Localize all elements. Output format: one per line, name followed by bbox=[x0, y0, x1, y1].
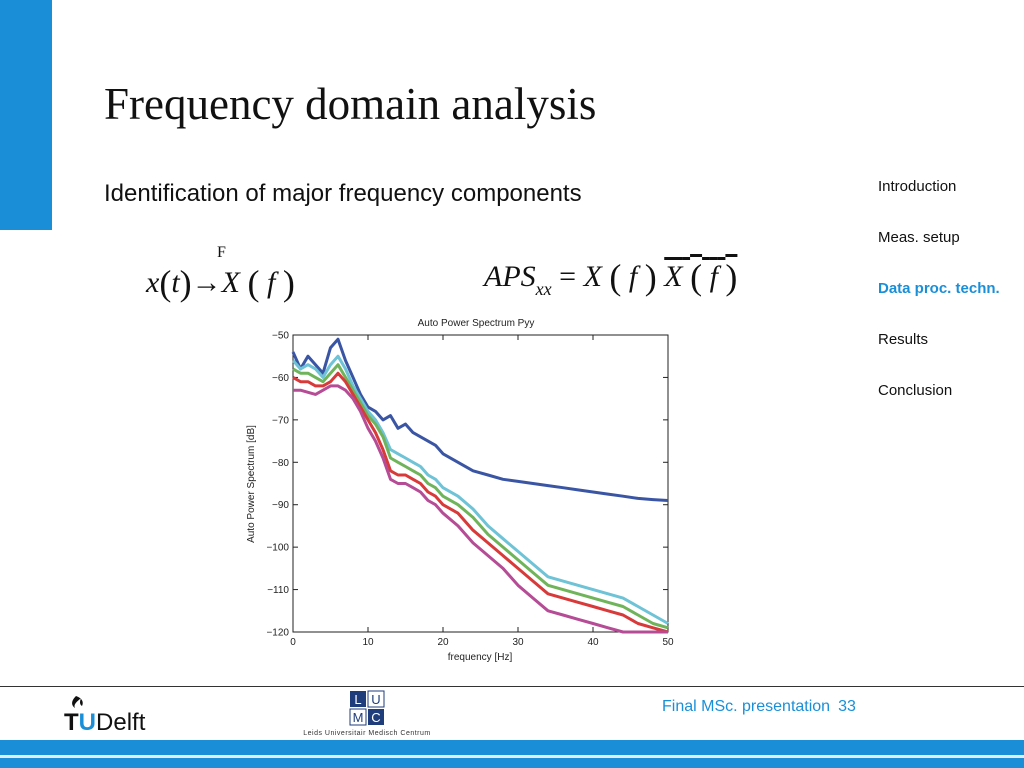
accent-block bbox=[0, 0, 52, 230]
footer-presentation: Final MSc. presentation 33 bbox=[662, 698, 856, 716]
nav-item-conclusion[interactable]: Conclusion bbox=[878, 382, 953, 399]
lumc-caption: Leids Universitair Medisch Centrum bbox=[303, 730, 430, 737]
chart-title: Auto Power Spectrum Pyy bbox=[418, 318, 535, 329]
series-line-2 bbox=[291, 354, 669, 625]
x-axis-label: frequency [Hz] bbox=[448, 652, 513, 663]
lumc-square-u bbox=[367, 690, 385, 708]
y-tick-label: −60 bbox=[272, 373, 289, 384]
eq1-t: t bbox=[171, 266, 180, 299]
y-tick-label: −90 bbox=[272, 500, 289, 511]
eq2-equals: = bbox=[559, 260, 577, 293]
eq2-f2: f bbox=[709, 260, 718, 293]
tudelft-logo-text: TUDelft bbox=[64, 709, 146, 736]
eq2-X2: X bbox=[664, 260, 683, 293]
footer-divider bbox=[0, 686, 1024, 687]
eq2-sub: xx bbox=[535, 279, 552, 299]
y-tick-label: −50 bbox=[272, 331, 289, 342]
y-axis-ticks: −120 −110 −100 −90 −80 −70 −60 −50 bbox=[266, 331, 668, 639]
series-line-4 bbox=[292, 371, 669, 634]
y-tick-label: −80 bbox=[272, 458, 289, 469]
series-line-3 bbox=[292, 363, 669, 630]
fourier-equation: x(t)→X ( f ) bbox=[146, 263, 295, 303]
x-tick-label: 10 bbox=[362, 637, 374, 648]
series-line-1 bbox=[291, 337, 669, 502]
series-lines bbox=[291, 337, 669, 634]
slide-subtitle: Identification of major frequency compon… bbox=[104, 180, 582, 207]
series-line-5 bbox=[293, 384, 668, 634]
slide-title: Frequency domain analysis bbox=[104, 79, 597, 129]
x-tick-label: 20 bbox=[437, 637, 449, 648]
y-tick-label: −110 bbox=[267, 585, 289, 596]
eq2-X1: X bbox=[583, 260, 602, 293]
nav-item-results[interactable]: Results bbox=[878, 331, 929, 348]
x-tick-label: 50 bbox=[662, 637, 674, 648]
eq2-f1: f bbox=[628, 260, 638, 293]
nav-item-introduction[interactable]: Introduction bbox=[878, 178, 957, 195]
x-tick-label: 40 bbox=[587, 637, 599, 648]
y-tick-label: −100 bbox=[266, 543, 289, 554]
nav-item-data-proc[interactable]: Data proc. techn. bbox=[878, 280, 1000, 297]
y-axis-label: Auto Power Spectrum [dB] bbox=[246, 425, 257, 543]
x-tick-label: 30 bbox=[512, 637, 524, 648]
lumc-letter-l: L bbox=[354, 692, 361, 707]
lumc-square-c bbox=[368, 709, 384, 725]
fourier-label: F bbox=[217, 244, 226, 261]
aps-chart: Auto Power Spectrum Pyy −120−110−100−90−… bbox=[246, 318, 674, 663]
page-number: 33 bbox=[838, 698, 856, 715]
x-tick-label: 0 bbox=[290, 637, 296, 648]
eq1-arrow: → bbox=[191, 266, 222, 299]
eq1-x: x bbox=[146, 266, 160, 299]
y-tick-label: −70 bbox=[272, 415, 289, 426]
x-axis-ticks: 0 10 20 30 40 50 bbox=[290, 335, 674, 648]
lumc-letter-m: M bbox=[353, 710, 364, 725]
lumc-logo: L U M C Leids Universitair Medisch Centr… bbox=[303, 690, 430, 737]
tudelft-logo: TUDelft bbox=[64, 696, 146, 736]
footer-presentation-title: Final MSc. presentation bbox=[662, 698, 831, 715]
lumc-letter-u: U bbox=[371, 692, 380, 707]
aps-equation: APSxx = X ( f ) X ( f ) bbox=[484, 257, 738, 299]
section-nav: Introduction Meas. setup Data proc. tech… bbox=[878, 178, 1000, 433]
lumc-letter-c: C bbox=[371, 710, 380, 725]
flame-icon bbox=[72, 696, 83, 708]
eq1-X: X bbox=[221, 266, 240, 299]
bottom-bar bbox=[0, 740, 1024, 768]
eq2-lhs: APS bbox=[484, 260, 536, 293]
bottom-stripe bbox=[0, 755, 1024, 758]
y-tick-label: −120 bbox=[266, 628, 289, 639]
eq1-f: f bbox=[267, 266, 276, 299]
lumc-square-m bbox=[349, 708, 367, 726]
nav-item-meas-setup[interactable]: Meas. setup bbox=[878, 229, 960, 246]
lumc-square-l bbox=[350, 691, 366, 707]
